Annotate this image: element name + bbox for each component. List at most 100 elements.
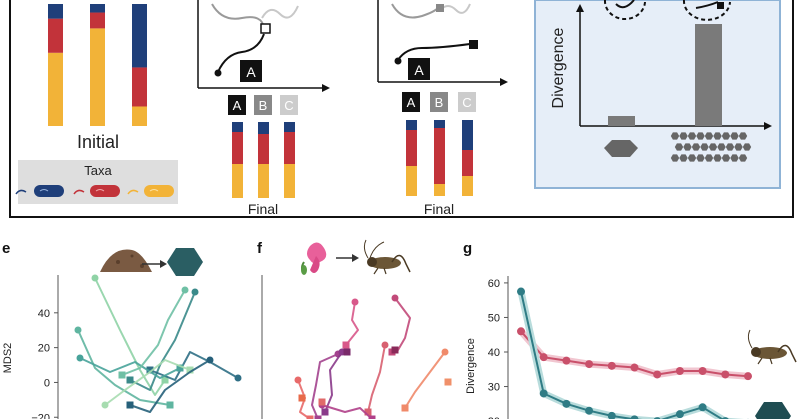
panel-e-end-point <box>146 366 154 374</box>
panel-f-trajectory-3 <box>324 351 343 413</box>
panel-g-series-0-point <box>721 370 730 379</box>
panel-f-end-point <box>444 378 452 386</box>
svg-text:B: B <box>435 95 444 110</box>
initial-bar-1-segment-1 <box>48 18 63 53</box>
panel-f-end-point <box>364 408 372 416</box>
panel-f-end-point <box>401 404 409 412</box>
chain-hexagon <box>721 132 731 140</box>
panel-e-start-point <box>74 326 82 334</box>
flower-icon <box>301 242 327 275</box>
panel-e-trajectory-7 <box>121 289 186 376</box>
panel-f-end-point <box>342 341 350 349</box>
chain-hexagon <box>700 143 709 151</box>
chain-hexagon <box>687 154 697 162</box>
panel-f-end-point <box>306 415 314 419</box>
panel-g-series-1-point <box>698 403 707 412</box>
final-lineage-labels-2: A B C <box>402 92 476 112</box>
panel-e-start-point <box>206 356 214 364</box>
panel-g-tick-label: 60 <box>488 278 500 290</box>
chain-hexagon <box>704 132 714 140</box>
panel-g-tick-label: 50 <box>488 312 500 324</box>
panel-f-trajectory-6 <box>367 344 386 413</box>
panel-g-series-0-point <box>607 361 616 370</box>
panel-label-f: f <box>257 240 263 257</box>
panel-f-trajectory-1 <box>345 301 359 346</box>
svg-text:A: A <box>414 62 424 78</box>
panel-label-g: g <box>463 240 472 257</box>
panel-e-start-point <box>91 274 99 282</box>
panel-label-e: e <box>2 240 10 257</box>
chain-hexagon <box>725 143 735 151</box>
panel-f-trajectory-5 <box>404 351 446 409</box>
svg-text:A: A <box>407 95 416 110</box>
initial-bar-2-segment-0 <box>90 28 105 126</box>
svg-text:A: A <box>246 64 256 80</box>
chain-hexagon <box>730 132 739 140</box>
panel-e-tick-label: 0 <box>44 377 50 389</box>
soil-mound-icon <box>100 249 152 272</box>
dashed-circle-icon-right <box>682 0 731 21</box>
divergence-bar-single <box>608 116 635 126</box>
chain-hexagon <box>734 143 743 151</box>
svg-text:C: C <box>462 95 471 110</box>
panel-g-series-1-point <box>630 415 639 419</box>
initial-bar-3-segment-2 <box>132 4 147 68</box>
panel-e-trajectory-6 <box>129 359 211 413</box>
initial-stacked-bars <box>48 4 147 126</box>
divergence-inset-panel <box>534 0 781 189</box>
trajectory-schematic-2: A <box>377 0 508 86</box>
panel-g-ylabel: Divergence <box>465 338 477 394</box>
chain-hexagon <box>738 132 748 140</box>
dashed-circle-icon-left <box>603 0 646 21</box>
initial-bar-2-segment-1 <box>90 12 105 29</box>
chain-hexagon <box>738 154 748 162</box>
chain-hexagon <box>704 154 714 162</box>
panel-e-start-point <box>101 401 109 409</box>
panel-g-series-1-point <box>675 410 684 419</box>
panel-e-end-point <box>126 401 134 409</box>
panel-g-series-0-point <box>698 367 707 375</box>
chain-hexagon <box>721 154 731 162</box>
panel-e-start-point <box>76 354 84 362</box>
panel-e-end-point <box>161 376 169 384</box>
panel-f-end-point <box>298 394 306 402</box>
taxa-red-bacterium-icon <box>73 185 120 197</box>
panel-g-series-0-point <box>630 363 639 372</box>
panel-e-yticks: 40 20 0 −20 <box>31 308 58 419</box>
chain-hexagon <box>713 154 722 162</box>
hexagon-chain-icon <box>670 132 752 162</box>
panel-g-series-1-line <box>520 291 724 419</box>
panel-e-ylabel: MDS2 <box>2 343 14 374</box>
divergence-inset-ylabel: Divergence <box>550 27 567 108</box>
panel-e-end-point <box>118 371 126 379</box>
taxa-legend-title: Taxa <box>84 163 112 178</box>
panel-g-series-1-point <box>585 406 594 415</box>
chain-hexagon <box>670 132 680 140</box>
taxa-yellow-bacterium-icon <box>127 185 174 197</box>
chain-hexagon <box>730 154 739 162</box>
panel-e-trajectory-2 <box>149 351 239 381</box>
chain-hexagon <box>679 132 688 140</box>
panel-e-trajectory-5 <box>104 359 191 406</box>
chain-hexagon <box>708 143 718 151</box>
panel-f-trajectory-4 <box>297 379 311 419</box>
panel-e-trajectory-0 <box>94 277 166 396</box>
panel-g-series-0-point <box>585 360 594 369</box>
initial-bar-3-segment-1 <box>132 67 147 107</box>
panel-e-end-point <box>166 401 174 409</box>
panel-e-trajectory-3 <box>77 329 171 406</box>
panel-g-series-1-point <box>517 287 525 296</box>
panel-f-end-point <box>318 398 326 406</box>
panel-g-series-0-point <box>744 372 752 381</box>
panel-f-start-point <box>441 348 449 356</box>
panel-f-trajectory-2 <box>311 353 339 419</box>
panel-g-series <box>517 287 752 419</box>
final-label-1: Final <box>248 201 278 217</box>
panel-g-tick-label: 30 <box>488 382 500 394</box>
panel-g-series-1-band <box>517 290 745 419</box>
hexagon-teal-icon-e <box>167 248 203 276</box>
chain-hexagon <box>683 143 692 151</box>
panel-g-yticks: 60 50 40 30 20 <box>488 278 508 419</box>
panel-e-end-point <box>126 376 134 384</box>
